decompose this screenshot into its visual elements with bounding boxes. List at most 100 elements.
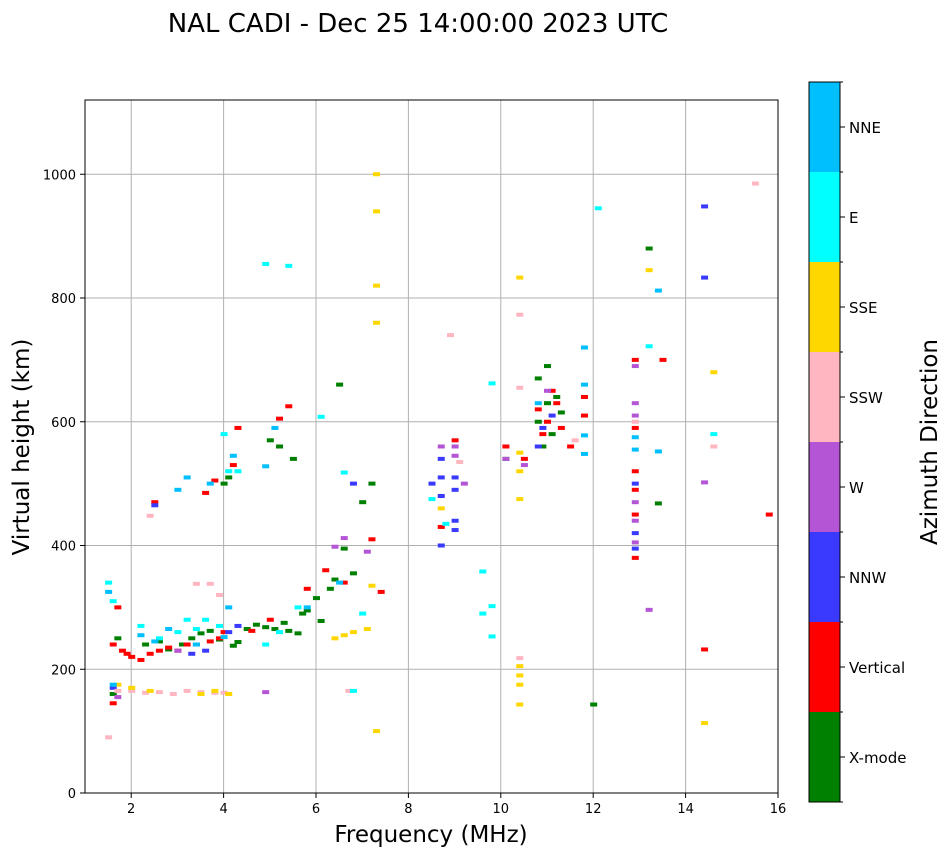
echo-point-sse: [363, 627, 371, 632]
echo-point-x-mode: [188, 636, 196, 641]
echo-point-e: [479, 611, 487, 616]
echo-point-x-mode: [114, 636, 122, 641]
colorbar-tick-label: NNE: [849, 119, 881, 137]
echo-point-sse: [645, 268, 653, 273]
echo-point-w: [631, 364, 639, 369]
y-tick-label: 0: [68, 787, 76, 802]
echo-point-nne: [580, 345, 588, 350]
echo-point-ssw: [142, 690, 150, 695]
echo-point-x-mode: [548, 432, 556, 437]
echo-point-ssw: [169, 692, 177, 696]
echo-point-vertical: [631, 425, 639, 430]
echo-point-sse: [373, 320, 381, 325]
echo-point-w: [114, 695, 122, 700]
echo-point-sse: [437, 506, 445, 511]
echo-point-ssw: [215, 593, 223, 597]
echo-point-e: [294, 605, 302, 610]
echo-point-e: [155, 636, 163, 641]
echo-point-sse: [516, 497, 524, 502]
echo-point-sse: [710, 370, 718, 375]
echo-point-e: [479, 569, 487, 574]
echo-point-ssw: [710, 444, 718, 449]
echo-point-ssw: [155, 690, 163, 695]
echo-point-sse: [516, 469, 524, 474]
echo-point-nne: [225, 605, 233, 610]
echo-point-sse: [516, 682, 524, 687]
echo-point-vertical: [165, 645, 173, 650]
colorbar-segment: [809, 622, 840, 712]
echo-point-vertical: [118, 648, 126, 653]
echo-point-x-mode: [243, 627, 251, 632]
echo-point-vertical: [539, 432, 547, 437]
echo-point-ssw: [571, 438, 579, 443]
echo-point-x-mode: [544, 364, 551, 369]
y-tick-label: 1000: [43, 168, 76, 183]
echo-point-nne: [580, 382, 588, 387]
echo-point-x-mode: [544, 401, 551, 406]
echo-point-nnw: [437, 494, 445, 498]
echo-point-x-mode: [197, 631, 205, 636]
echo-point-vertical: [234, 425, 242, 430]
echo-point-x-mode: [252, 622, 260, 627]
colorbar-tick-label: SSW: [849, 389, 883, 407]
echo-point-sse: [516, 664, 524, 669]
echo-point-nnw: [437, 456, 445, 461]
echo-point-nne: [174, 487, 182, 492]
echo-point-x-mode: [340, 546, 348, 551]
echo-point-vertical: [368, 537, 376, 542]
echo-point-ssw: [114, 688, 122, 693]
colorbar-tick-label: SSE: [849, 299, 878, 317]
echo-point-x-mode: [359, 500, 367, 505]
echo-point-sse: [516, 673, 524, 678]
echo-point-nne: [137, 633, 145, 638]
echo-point-w: [645, 607, 653, 612]
echo-point-w: [701, 480, 709, 485]
echo-point-ssw: [146, 513, 154, 518]
echo-point-vertical: [202, 490, 210, 495]
echo-point-nne: [580, 451, 588, 456]
echo-point-e: [202, 617, 210, 622]
colorbar-segment: [809, 442, 840, 532]
echo-point-vertical: [437, 524, 445, 529]
echo-point-nnw: [548, 413, 556, 418]
echo-point-x-mode: [220, 481, 228, 486]
echo-point-e: [262, 261, 270, 266]
echo-point-sse: [146, 688, 154, 693]
echo-point-e: [488, 381, 496, 386]
echo-point-e: [488, 634, 496, 639]
plot-area: [84, 99, 779, 794]
colorbar-segment: [809, 352, 840, 442]
echo-point-nnw: [234, 623, 242, 628]
echo-point-vertical: [285, 404, 293, 409]
echo-point-w: [460, 481, 468, 486]
echo-point-nnw: [202, 648, 210, 653]
echo-point-vertical: [109, 642, 117, 647]
echo-point-sse: [373, 209, 381, 214]
colorbar-segment: [809, 712, 840, 802]
echo-point-ssw: [183, 688, 191, 693]
echo-point-w: [502, 456, 510, 461]
echo-point-nnw: [451, 487, 459, 492]
echo-point-vertical: [557, 425, 565, 430]
echo-point-e: [234, 469, 242, 474]
x-tick-label: 10: [493, 802, 510, 817]
echo-point-x-mode: [179, 642, 187, 647]
echo-point-nne: [109, 682, 117, 687]
echo-point-vertical: [765, 512, 773, 517]
echo-point-vertical: [580, 395, 588, 399]
echo-point-nnw: [701, 275, 709, 280]
echo-point-ssw: [516, 385, 524, 390]
echo-point-w: [174, 648, 182, 653]
echo-point-ssw: [516, 656, 524, 661]
data-points: [105, 172, 773, 740]
echo-point-nnw: [349, 481, 357, 486]
colorbar-tick-label: E: [849, 209, 858, 227]
y-axis-label: Virtual height (km): [9, 339, 35, 556]
echo-point-vertical: [659, 357, 667, 362]
echo-point-nnw: [225, 630, 233, 635]
echo-point-nne: [105, 589, 113, 594]
echo-point-sse: [373, 283, 381, 288]
echo-point-nne: [165, 627, 173, 632]
echo-point-x-mode: [299, 611, 307, 616]
echo-point-ssw: [446, 333, 454, 338]
